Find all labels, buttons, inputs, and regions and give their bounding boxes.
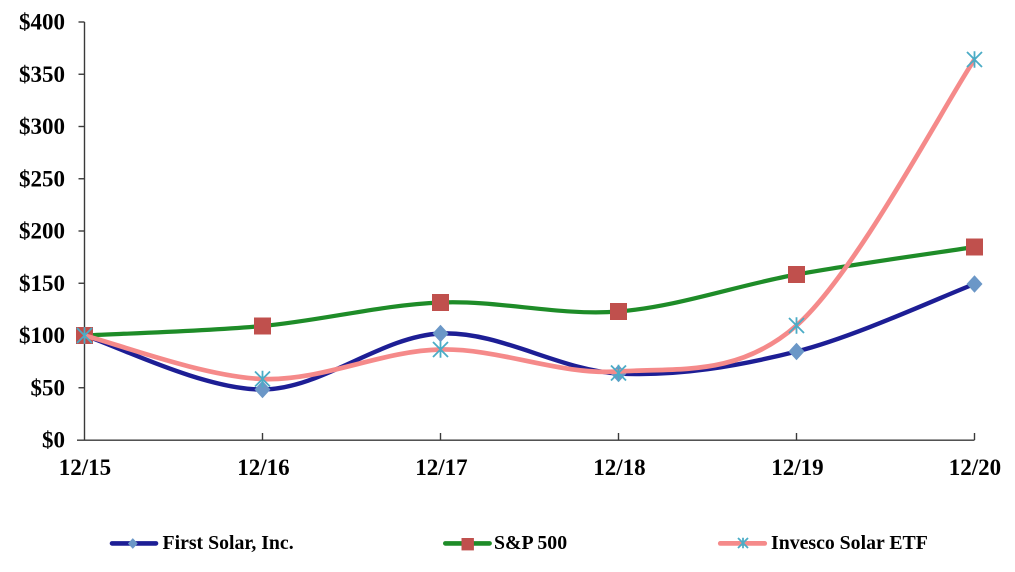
- svg-text:Invesco Solar ETF: Invesco Solar ETF: [771, 532, 928, 554]
- svg-text:$400: $400: [19, 10, 65, 35]
- svg-text:S&P 500: S&P 500: [494, 532, 567, 554]
- svg-text:$50: $50: [31, 375, 66, 400]
- svg-text:12/20: 12/20: [949, 455, 1001, 480]
- svg-text:12/18: 12/18: [593, 455, 645, 480]
- svg-text:12/19: 12/19: [771, 455, 823, 480]
- svg-text:$200: $200: [19, 219, 65, 244]
- svg-text:First Solar, Inc.: First Solar, Inc.: [163, 532, 294, 554]
- svg-text:$350: $350: [19, 62, 65, 87]
- svg-text:$300: $300: [19, 114, 65, 139]
- svg-text:$250: $250: [19, 166, 65, 191]
- svg-text:12/15: 12/15: [59, 455, 111, 480]
- svg-text:12/16: 12/16: [237, 455, 289, 480]
- svg-text:$150: $150: [19, 271, 65, 296]
- svg-text:$100: $100: [19, 323, 65, 348]
- svg-text:$0: $0: [42, 428, 65, 453]
- svg-text:12/17: 12/17: [415, 455, 467, 480]
